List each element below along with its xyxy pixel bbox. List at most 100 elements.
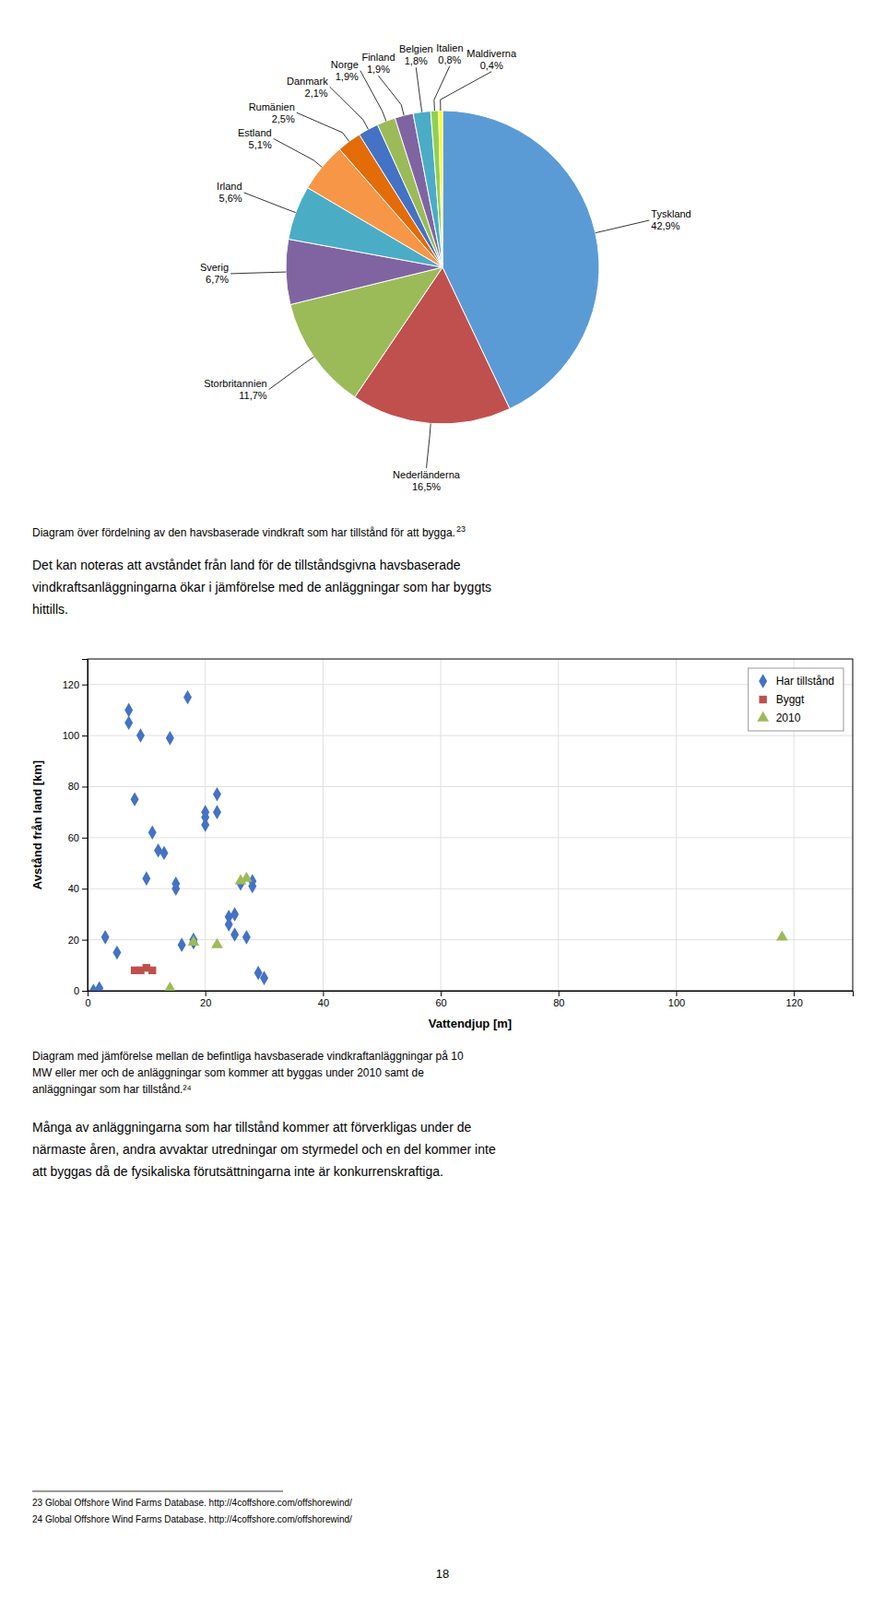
legend-entry: 2010: [776, 711, 802, 725]
leader-line: [377, 75, 404, 116]
y-axis-title: Avstånd från land [km]: [30, 760, 45, 890]
paragraph-line: Många av anläggningarna som har tillstån…: [32, 1120, 472, 1135]
paragraph: Det kan noteras att avståndet från land …: [32, 557, 492, 617]
data-label-name: Sverig: [200, 261, 229, 273]
scatter-point: [171, 876, 180, 892]
data-label-value: 2,1%: [305, 87, 329, 99]
y-axis: 0 20 40 60 80 100 120: [62, 660, 89, 998]
scatter-point: [101, 930, 110, 945]
caption-line: MW eller mer och de anläggningar som kom…: [32, 1066, 425, 1080]
series: [89, 690, 269, 992]
tick-mark: [675, 991, 677, 997]
scatter-point: [130, 792, 140, 808]
data-label-name: Maldiverna: [466, 47, 518, 59]
data-label-value: 0,8%: [437, 54, 461, 66]
tick-label: 80: [68, 780, 80, 792]
footnote-rule: [32, 1491, 284, 1493]
tick: 60: [435, 991, 447, 1009]
data-label: Nederländerna16,5%: [392, 469, 461, 493]
x-axis: 020406080100120: [84, 991, 853, 1009]
data-label: Maldiverna0,4%: [466, 47, 518, 71]
grid-line: [322, 659, 324, 992]
data-label: Estland5,1%: [237, 127, 272, 151]
paragraph: Många av anläggningarna som har tillstån…: [32, 1120, 496, 1180]
tick-label: 100: [62, 730, 80, 742]
scatter-point: [200, 817, 210, 833]
grid-line: [675, 659, 677, 992]
scatter-caption: Diagram med jämförelse mellan de befintl…: [32, 1050, 464, 1097]
tick-mark: [82, 684, 88, 686]
tick-mark: [82, 940, 88, 942]
data-labels: Tyskland42,9% Nederländerna16,5% Storbrita…: [200, 42, 692, 493]
data-label-value: 2,5%: [271, 113, 295, 125]
tick-mark: [558, 991, 560, 997]
footnote: 24 Global Offshore Wind Farms Database. …: [32, 1514, 353, 1525]
scatter-point: [136, 728, 145, 744]
tick-label: 0: [73, 985, 80, 997]
axis-line: [82, 660, 89, 992]
tick-mark: [793, 991, 795, 997]
data-label-value: 6,7%: [205, 273, 229, 285]
caption-line: anläggningar som har tillstånd.²⁴: [32, 1083, 192, 1097]
tick: 20: [200, 991, 212, 1009]
scatter-point: [212, 804, 222, 820]
data-label-value: 42,9%: [650, 220, 680, 232]
data-label-value: 11,7%: [238, 389, 268, 402]
scatter-point: [188, 935, 201, 946]
tick-mark: [82, 888, 88, 890]
scatter-point: [148, 967, 156, 975]
tick-mark: [82, 786, 88, 788]
scatter-point: [183, 690, 192, 706]
caption-line: Diagram med jämförelse mellan de befintl…: [32, 1050, 464, 1063]
paragraph-line: närmaste åren, andra avvaktar utredninga…: [32, 1142, 496, 1157]
footnote-reference: 23: [456, 524, 466, 534]
tick: 60: [68, 832, 88, 844]
scatter-point: [124, 703, 133, 719]
data-label-name: Irland: [216, 180, 243, 192]
pie-slice: [413, 110, 443, 268]
scatter-point: [177, 937, 187, 953]
pie-slices: [285, 110, 600, 425]
data-label-name: Estland: [237, 127, 272, 139]
leader-line: [296, 112, 350, 142]
tick: 40: [68, 883, 88, 895]
data-label-name: Tyskland: [650, 208, 691, 220]
series: [130, 964, 157, 975]
tick-label: 20: [200, 997, 212, 1009]
data-label: Finland1,9%: [361, 51, 395, 75]
tick-mark: [322, 991, 324, 997]
scatter-point: [141, 871, 151, 886]
scatter-point: [94, 980, 104, 992]
axis-line: [88, 991, 854, 998]
tick-mark: [82, 735, 88, 737]
page: Tyskland42,9% Nederländerna16,5% Storbrita…: [0, 0, 885, 1600]
leader-line: [330, 86, 369, 130]
leader-line: [244, 192, 296, 213]
tick-label: 120: [62, 679, 80, 691]
plot-frame: [87, 659, 853, 992]
paragraph-line: hittills.: [32, 601, 69, 617]
legend-entry: Har tillstånd: [776, 674, 835, 688]
data-label: Danmark2,1%: [286, 75, 329, 99]
data-label-value: 1,9%: [366, 63, 390, 75]
grid-line: [87, 939, 853, 941]
data-label-name: Finland: [361, 51, 395, 63]
leader-line: [230, 271, 286, 274]
data-label: Storbritannien11,7%: [203, 377, 268, 402]
data-label-value: 16,5%: [412, 481, 441, 493]
grid-line: [87, 684, 853, 685]
tick: 20: [68, 934, 88, 946]
pie-caption: Diagram över fördelning av den havsbaser…: [32, 526, 456, 540]
paragraph-line: vindkraftsanläggningarna ökar i jämförel…: [32, 579, 492, 595]
series: [164, 872, 789, 992]
points: [89, 690, 789, 992]
tick-label: 60: [68, 832, 80, 844]
tick: 80: [68, 780, 88, 792]
legend-symbol: [758, 696, 767, 704]
data-label-value: 1,9%: [335, 70, 359, 83]
data-label: Rumänien2,5%: [248, 101, 295, 125]
tick-mark: [82, 991, 88, 992]
grid-line: [87, 735, 853, 737]
grid-line: [87, 888, 853, 890]
grid-line: [557, 659, 559, 992]
